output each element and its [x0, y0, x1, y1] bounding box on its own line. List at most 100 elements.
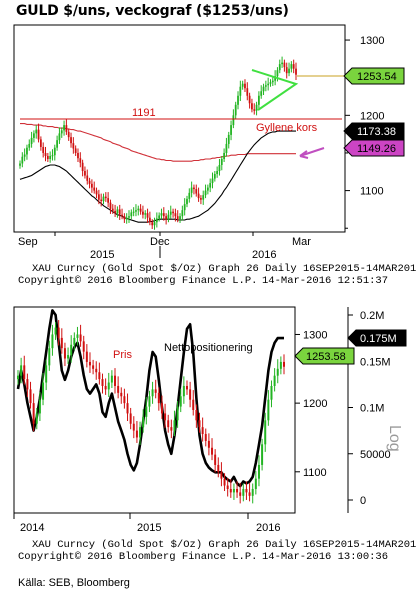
candle-body: [261, 444, 264, 465]
candle-body: [278, 64, 281, 71]
candle-body: [188, 192, 191, 199]
candle-body: [44, 152, 47, 156]
candle-body: [151, 222, 154, 226]
ytick-label-right: 0: [360, 495, 366, 507]
candle-body: [230, 125, 232, 135]
candle-body: [51, 334, 54, 349]
candle-body: [35, 129, 38, 134]
candle-body: [28, 143, 31, 148]
ytick-label: 1200: [303, 398, 327, 410]
candle-body: [32, 403, 35, 424]
ytick-label: 1300: [360, 35, 384, 47]
candle-body: [65, 125, 68, 132]
candle-body: [101, 379, 104, 386]
xyear-2015: 2015: [90, 249, 114, 261]
candle-body: [137, 208, 140, 211]
candle-body: [117, 385, 120, 393]
candle-body: [251, 488, 254, 496]
candle-body: [197, 193, 200, 199]
tag-price-text: 1253.58: [306, 351, 346, 363]
net-position-line: [16, 309, 284, 488]
candle-body: [226, 485, 229, 489]
candle-body: [76, 334, 79, 338]
candle-body: [202, 195, 205, 200]
candle-body: [42, 146, 45, 153]
candle-body: [201, 427, 204, 435]
candle-body: [246, 88, 249, 96]
bottom-chart: 1100 1200 1300 0 50000 0.1M 0.15M 0.2M Pris Net…: [13, 306, 416, 563]
candle-body: [116, 209, 119, 214]
candle-body: [276, 368, 279, 376]
candle-body: [114, 210, 116, 214]
candle-body: [273, 375, 276, 386]
candle-body: [271, 80, 274, 83]
xtick-mar: Mar: [292, 236, 311, 248]
candle-body: [209, 183, 212, 188]
candle-body: [237, 95, 239, 105]
candle-body: [236, 488, 239, 493]
top-x-axis: Sep Dec Mar 2015 2016: [18, 232, 311, 261]
candle-body: [186, 198, 188, 205]
candle-body: [88, 180, 91, 184]
candle-body: [153, 222, 156, 226]
bottom-y-ticks: 1100 1200 1300 0 50000 0.1M 0.15M 0.2M: [295, 310, 391, 507]
candle-body: [160, 213, 163, 216]
candle-body: [107, 198, 110, 203]
xtick-2016: 2016: [256, 522, 280, 534]
candle-body: [253, 109, 256, 111]
candle-body: [21, 156, 24, 164]
candle-body: [26, 379, 29, 390]
candle-body: [132, 211, 135, 213]
ytick-label-right: 0.15M: [360, 356, 391, 368]
candle-body: [56, 140, 59, 148]
candle-body: [109, 202, 112, 209]
tag-last-text: 1253.54: [357, 71, 397, 83]
candle-body: [148, 217, 151, 223]
candle-body: [129, 413, 132, 424]
candle-body: [176, 216, 179, 220]
top-tag-ma-short: 1173.38: [343, 122, 405, 140]
candle-body: [93, 187, 96, 191]
candle-body: [30, 137, 33, 144]
top-candles: [19, 56, 297, 230]
candle-body: [63, 125, 65, 131]
candle-body: [164, 413, 167, 421]
bottom-timestamp: 14-Mar-2016 13:00:36: [262, 551, 388, 563]
ytick-label-right: 0.2M: [360, 310, 384, 322]
candle-body: [19, 163, 21, 166]
candle-body: [288, 68, 290, 74]
candle-body: [229, 488, 232, 493]
log-label: Log: [386, 425, 403, 452]
candle-body: [107, 382, 110, 390]
candle-body: [121, 214, 123, 217]
candle-body: [257, 95, 260, 105]
candle-body: [283, 361, 285, 367]
candle-body: [72, 143, 75, 149]
candle-body: [195, 189, 198, 194]
source-note: Källa: SEB, Bloomberg: [18, 577, 130, 589]
candle-body: [120, 392, 123, 397]
candle-body: [217, 464, 220, 472]
bottom-series: [16, 309, 285, 504]
xtick-dec: Dec: [150, 236, 170, 248]
candle-body: [244, 83, 246, 89]
top-copyright: Copyright© 2016 Bloomberg Finance L.P.: [18, 275, 257, 287]
candle-body: [92, 365, 95, 369]
candle-body: [39, 139, 42, 147]
ma-short-line: [19, 130, 296, 223]
candle-body: [267, 83, 270, 86]
bottom-tag-net: 0.175M: [347, 329, 407, 347]
candle-body: [148, 396, 151, 407]
tag-ma-long-text: 1149.26: [357, 143, 396, 155]
candle-body: [185, 385, 188, 390]
candle-body: [274, 76, 277, 81]
candle-body: [26, 147, 28, 155]
candle-body: [70, 344, 73, 356]
candle-body: [251, 103, 253, 110]
xtick-sep: Sep: [18, 236, 38, 248]
candle-body: [255, 104, 258, 111]
candle-body: [218, 165, 221, 172]
candle-body: [192, 399, 195, 410]
candle-body: [279, 361, 282, 369]
candle-body: [20, 365, 23, 376]
